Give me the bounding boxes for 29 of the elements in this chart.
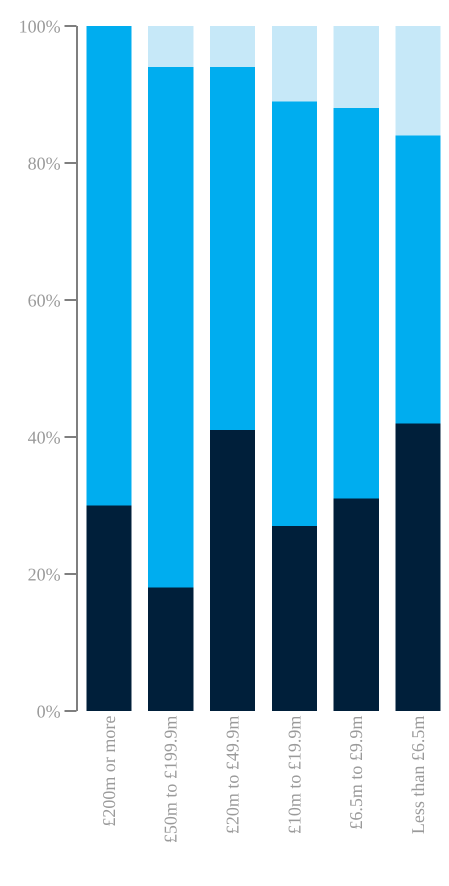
bar xyxy=(86,506,132,711)
x-tick-label: £200m or more xyxy=(98,716,119,827)
x-tick-label: £50m to £199.9m xyxy=(160,716,181,844)
x-tick-label: £20m to £49.9m xyxy=(222,716,242,834)
y-tick-label: 80% xyxy=(28,153,61,174)
bar xyxy=(272,101,317,526)
bar xyxy=(396,423,441,711)
x-tick-label: £10m to £19.9m xyxy=(284,716,304,834)
bar xyxy=(334,108,379,499)
bar xyxy=(148,588,194,711)
bar xyxy=(396,26,441,136)
bar xyxy=(396,136,441,424)
bar xyxy=(148,26,194,68)
bar xyxy=(272,526,317,711)
x-tick-label: £6.5m to £9.9m xyxy=(346,716,366,830)
y-tick-label: 20% xyxy=(28,564,61,584)
x-tick-label: Less than £6.5m xyxy=(408,716,428,834)
bar xyxy=(334,498,379,711)
bar xyxy=(272,26,317,102)
bar xyxy=(210,430,256,711)
bar xyxy=(334,26,379,108)
bar xyxy=(148,67,194,588)
y-tick-label: 60% xyxy=(28,290,61,310)
bar xyxy=(210,26,256,68)
bar xyxy=(210,67,256,430)
y-tick-label: 0% xyxy=(36,701,61,722)
y-tick-label: 40% xyxy=(28,427,61,448)
y-tick-label: 100% xyxy=(18,16,61,36)
bar xyxy=(86,26,132,506)
